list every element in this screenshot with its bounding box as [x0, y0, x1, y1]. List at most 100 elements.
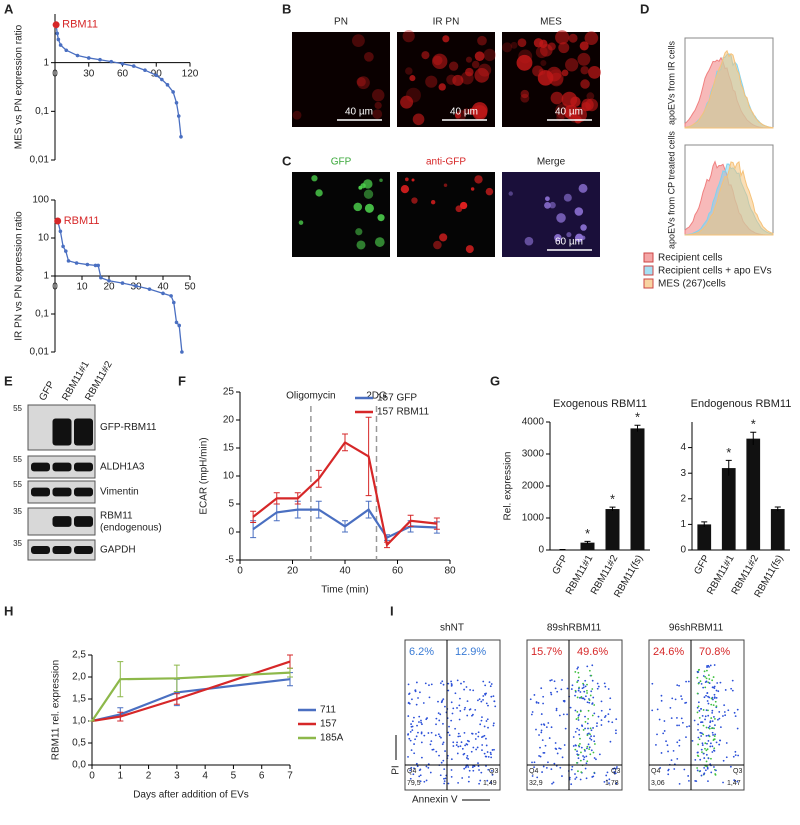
cell [374, 101, 382, 110]
event [713, 693, 716, 696]
cell [474, 68, 490, 83]
cell [442, 35, 450, 43]
event [494, 705, 497, 708]
event [477, 765, 480, 768]
histogram [684, 160, 774, 236]
event [715, 689, 718, 692]
event [596, 682, 599, 685]
cell [372, 88, 385, 102]
event [484, 684, 487, 687]
event [574, 773, 576, 775]
event [447, 682, 450, 685]
error-bar [273, 492, 280, 505]
event [667, 750, 669, 753]
event [578, 696, 581, 699]
event [600, 700, 603, 703]
cell [478, 63, 492, 77]
legend-swatch [643, 265, 654, 276]
event [461, 777, 464, 779]
event [485, 737, 487, 740]
y-tick-label: 2000 [522, 481, 545, 492]
point [93, 263, 98, 268]
event [409, 769, 412, 772]
event [542, 702, 545, 705]
event [574, 744, 577, 747]
event [588, 669, 591, 672]
scale-bar-label: 60 µm [555, 237, 583, 248]
event [481, 716, 483, 719]
band [52, 516, 72, 527]
event [477, 731, 480, 734]
cell [568, 33, 578, 43]
legend-label: 185A [320, 733, 344, 744]
event [477, 762, 479, 765]
cell [517, 38, 527, 48]
event [461, 747, 464, 750]
event [584, 767, 587, 770]
event [715, 705, 718, 708]
event [582, 684, 585, 686]
y-tick-label: 2,0 [72, 672, 86, 683]
cell [400, 184, 410, 194]
event [409, 739, 412, 742]
event [490, 695, 493, 698]
series-line [91, 678, 291, 723]
event [570, 783, 573, 786]
scale-bar-label: 40 µm [345, 107, 373, 118]
event [609, 697, 612, 700]
event [593, 772, 596, 775]
event [413, 752, 416, 755]
legend-swatch [643, 278, 654, 289]
event [489, 685, 492, 688]
event [711, 686, 714, 689]
event [593, 712, 596, 715]
event [420, 741, 423, 744]
event [711, 679, 714, 682]
event [587, 717, 590, 720]
cell [579, 41, 589, 51]
event [545, 766, 548, 769]
event [697, 671, 700, 673]
event [579, 710, 582, 713]
event [671, 697, 674, 700]
event [615, 729, 617, 732]
event [483, 734, 486, 737]
cell [580, 79, 590, 89]
event [582, 729, 585, 731]
event [467, 780, 470, 783]
event [411, 698, 413, 701]
x-tick-label: 10 [76, 282, 88, 293]
event [548, 737, 551, 739]
x-tick-label: 20 [287, 566, 299, 577]
event [586, 722, 589, 725]
event [600, 719, 603, 722]
cell [574, 207, 584, 216]
event [718, 711, 721, 713]
event [702, 686, 705, 689]
event [704, 718, 706, 721]
event [713, 696, 716, 699]
event [556, 752, 559, 755]
event [439, 713, 442, 716]
cell [518, 49, 533, 64]
event [542, 695, 545, 698]
y-axis-label: ECAR (mpH/min) [199, 437, 210, 514]
point [161, 291, 165, 296]
error-bar [315, 469, 322, 488]
event [535, 701, 538, 704]
event [670, 717, 673, 720]
event [429, 743, 432, 746]
event [589, 727, 592, 730]
event [481, 736, 483, 739]
event [556, 690, 559, 693]
panel-letter: B [282, 1, 291, 16]
event [666, 744, 669, 747]
event [681, 698, 683, 700]
legend-label: 157 [320, 719, 337, 730]
cell [471, 60, 480, 69]
event [707, 702, 710, 705]
cell [412, 113, 425, 126]
event [413, 767, 415, 770]
event [696, 769, 699, 772]
event [616, 766, 618, 768]
